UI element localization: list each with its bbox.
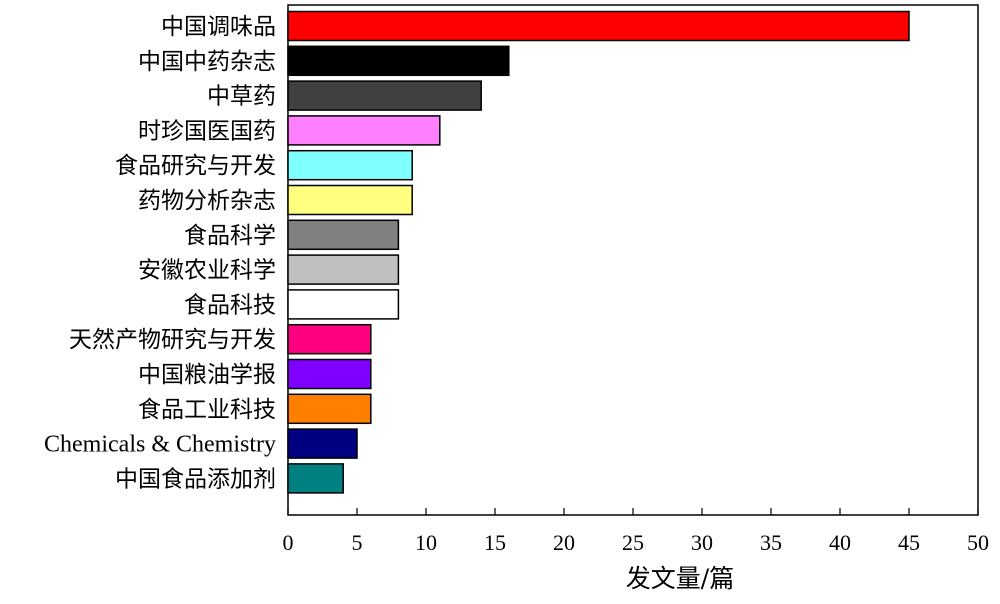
category-label-3: 时珍国医国药 [138, 118, 276, 144]
category-label-6: 食品科学 [184, 223, 276, 249]
x-tick-label-10: 50 [967, 530, 989, 555]
bar-7 [287, 254, 400, 285]
bars-group [287, 10, 910, 494]
bar-13 [287, 463, 344, 494]
category-label-1: 中国中药杂志 [138, 49, 276, 75]
category-label-4: 食品研究与开发 [115, 153, 276, 179]
bar-1 [287, 45, 510, 77]
category-label-2: 中草药 [207, 84, 276, 110]
bar-11 [287, 393, 372, 425]
x-tick-label-3: 15 [484, 530, 506, 555]
x-tick-label-9: 45 [898, 530, 920, 555]
category-label-10: 中国粮油学报 [138, 362, 276, 388]
category-label-5: 药物分析杂志 [138, 188, 276, 214]
x-axis-ticks: 0 5 10 15 20 25 30 35 40 45 50 [283, 508, 989, 555]
x-tick-label-2: 10 [415, 530, 437, 555]
bar-9 [287, 323, 372, 355]
category-label-7: 安徽农业科学 [138, 258, 276, 284]
category-labels: 中国调味品中国中药杂志中草药时珍国医国药食品研究与开发药物分析杂志食品科学安徽农… [44, 14, 276, 492]
category-label-12: Chemicals & Chemistry [44, 432, 276, 458]
category-label-9: 天然产物研究与开发 [69, 327, 276, 353]
x-tick-label-6: 30 [691, 530, 713, 555]
x-tick-label-4: 20 [553, 530, 575, 555]
bar-8 [287, 289, 400, 320]
bar-6 [287, 219, 400, 251]
category-label-13: 中国食品添加剂 [115, 466, 276, 492]
bar-10 [287, 358, 372, 390]
bar-4 [287, 149, 413, 181]
bar-12 [287, 428, 358, 459]
x-tick-label-5: 25 [622, 530, 644, 555]
x-tick-label-8: 40 [829, 530, 851, 555]
x-tick-label-0: 0 [283, 530, 294, 555]
bar-5 [287, 184, 413, 216]
x-axis-title: 发文量/篇 [626, 564, 734, 593]
bar-3 [287, 115, 441, 146]
bar-0 [287, 10, 910, 42]
category-label-8: 食品科技 [184, 292, 276, 318]
bar-2 [287, 80, 482, 111]
category-label-11: 食品工业科技 [138, 397, 276, 423]
x-tick-label-7: 35 [760, 530, 782, 555]
category-label-0: 中国调味品 [161, 14, 276, 40]
x-tick-label-1: 5 [352, 530, 363, 555]
